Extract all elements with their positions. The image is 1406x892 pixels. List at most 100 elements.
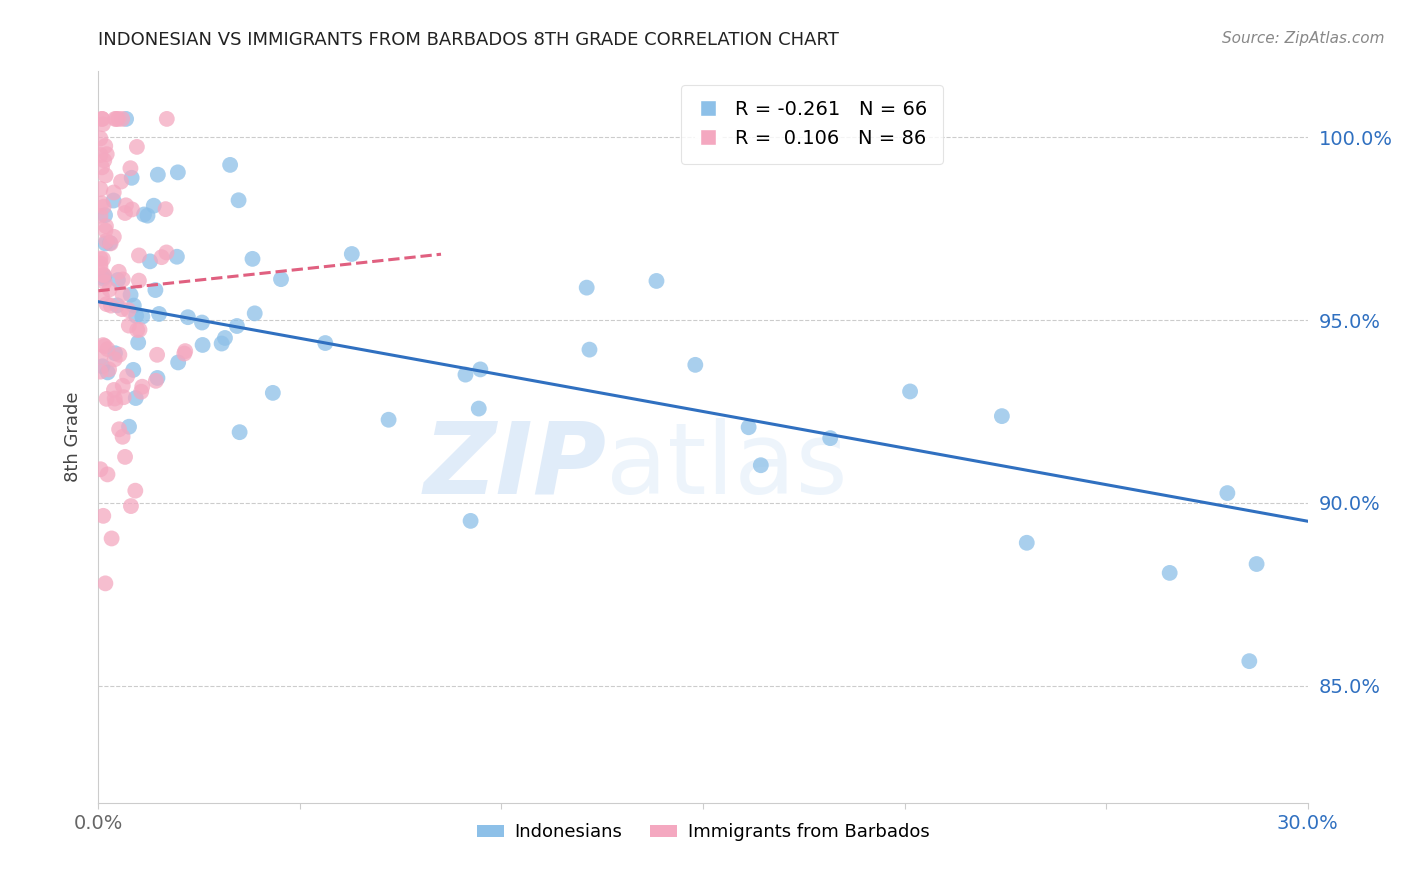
- Point: [111, 302, 134, 317]
- Point: [142, 199, 165, 213]
- Point: [108, 348, 131, 362]
- Point: [93, 271, 115, 285]
- Point: [818, 431, 841, 445]
- Point: [270, 272, 292, 286]
- Point: [96, 234, 118, 248]
- Point: [167, 165, 190, 179]
- Point: [262, 385, 284, 400]
- Point: [174, 344, 197, 359]
- Point: [454, 368, 477, 382]
- Point: [94, 219, 117, 233]
- Point: [111, 112, 134, 126]
- Text: INDONESIAN VS IMMIGRANTS FROM BARBADOS 8TH GRADE CORRELATION CHART: INDONESIAN VS IMMIGRANTS FROM BARBADOS 8…: [98, 31, 839, 49]
- Point: [115, 369, 138, 384]
- Point: [150, 250, 173, 264]
- Point: [105, 298, 128, 312]
- Point: [211, 336, 233, 351]
- Point: [107, 273, 129, 287]
- Point: [104, 112, 127, 126]
- Point: [94, 576, 117, 591]
- Point: [146, 348, 169, 362]
- Point: [111, 378, 134, 392]
- Point: [226, 318, 249, 333]
- Point: [148, 307, 170, 321]
- Point: [156, 112, 179, 126]
- Point: [118, 419, 141, 434]
- Point: [91, 508, 114, 523]
- Point: [898, 384, 921, 399]
- Point: [89, 209, 111, 223]
- Point: [104, 396, 127, 410]
- Point: [127, 335, 149, 350]
- Point: [131, 380, 153, 394]
- Point: [94, 139, 117, 153]
- Point: [117, 303, 139, 318]
- Point: [107, 265, 129, 279]
- Point: [89, 462, 111, 476]
- Point: [111, 430, 134, 444]
- Point: [96, 297, 118, 311]
- Point: [89, 256, 111, 270]
- Text: 0.0%: 0.0%: [73, 814, 124, 833]
- Point: [155, 202, 177, 216]
- Point: [93, 268, 115, 282]
- Point: [93, 200, 115, 214]
- Point: [96, 147, 118, 161]
- Text: ZIP: ZIP: [423, 417, 606, 515]
- Point: [578, 343, 600, 357]
- Point: [243, 306, 266, 320]
- Point: [155, 245, 177, 260]
- Point: [111, 287, 134, 301]
- Point: [468, 401, 491, 416]
- Point: [96, 392, 118, 406]
- Point: [114, 450, 136, 464]
- Point: [128, 323, 150, 337]
- Point: [1159, 566, 1181, 580]
- Point: [111, 272, 134, 286]
- Point: [129, 384, 152, 399]
- Point: [214, 331, 236, 345]
- Point: [89, 350, 111, 364]
- Point: [167, 355, 190, 369]
- Point: [125, 391, 148, 405]
- Point: [93, 339, 115, 353]
- Point: [1216, 486, 1239, 500]
- Point: [645, 274, 668, 288]
- Point: [96, 467, 118, 482]
- Point: [107, 112, 129, 126]
- Point: [122, 363, 145, 377]
- Point: [1246, 557, 1268, 571]
- Point: [93, 153, 115, 168]
- Point: [105, 112, 128, 126]
- Point: [114, 206, 136, 220]
- Point: [118, 318, 141, 333]
- Point: [103, 383, 125, 397]
- Point: [122, 299, 145, 313]
- Point: [737, 420, 759, 434]
- Point: [103, 194, 125, 208]
- Point: [98, 362, 121, 376]
- Point: [94, 223, 117, 237]
- Point: [314, 336, 336, 351]
- Point: [242, 252, 264, 266]
- Point: [120, 161, 142, 176]
- Point: [103, 229, 125, 244]
- Point: [470, 362, 492, 376]
- Point: [93, 268, 115, 282]
- Point: [89, 365, 111, 379]
- Point: [145, 374, 167, 388]
- Point: [94, 236, 117, 251]
- Point: [228, 425, 250, 440]
- Point: [94, 208, 117, 222]
- Point: [89, 252, 111, 266]
- Point: [100, 299, 122, 313]
- Point: [91, 112, 114, 126]
- Point: [219, 158, 242, 172]
- Point: [228, 194, 250, 208]
- Point: [377, 413, 399, 427]
- Point: [115, 112, 138, 126]
- Point: [1015, 536, 1038, 550]
- Point: [1239, 654, 1261, 668]
- Point: [91, 161, 114, 175]
- Point: [98, 235, 121, 250]
